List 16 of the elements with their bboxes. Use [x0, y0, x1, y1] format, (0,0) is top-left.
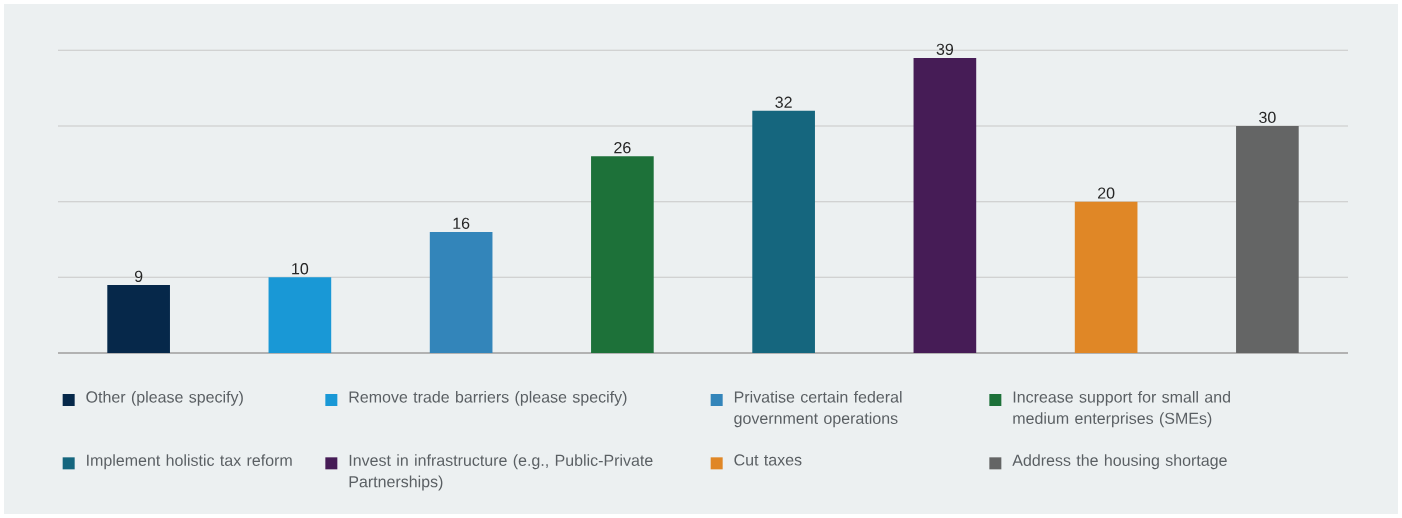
legend-label: Privatise certain federal government operations	[734, 390, 902, 428]
data-label: 26	[614, 142, 631, 154]
legend-label: Remove trade barriers (please specify)	[349, 390, 627, 406]
legend-label: Invest in infrastructure (e.g., Public-Private Partnerships)	[349, 454, 653, 491]
legend-label: Implement holistic tax reform	[87, 454, 292, 470]
data-label: 9	[134, 270, 143, 282]
data-label: 20	[1098, 187, 1115, 199]
data-label: 30	[1259, 111, 1276, 124]
legend-label: Other (please specify)	[86, 390, 243, 406]
legend-label: Address the housing shortage	[1012, 454, 1227, 470]
data-label: 16	[453, 217, 470, 229]
data-label: 39	[936, 43, 954, 55]
legend-label: Cut taxes	[734, 454, 802, 466]
legend-label: Increase support for small and medium enterprises (SMEs)	[1013, 390, 1230, 428]
data-label: 32	[775, 96, 792, 108]
data-label: 10	[292, 263, 309, 275]
